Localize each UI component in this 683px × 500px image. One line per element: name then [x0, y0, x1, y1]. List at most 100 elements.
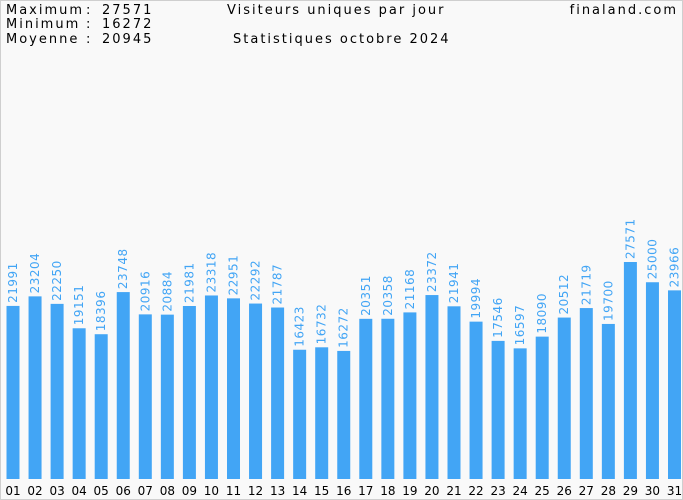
bar-day-10 [204, 295, 218, 479]
bar-value-label: 21168 [403, 269, 417, 310]
stat-separator: : [86, 17, 93, 32]
bar-value-label: 16597 [513, 305, 527, 346]
bar-value-label: 20916 [138, 271, 152, 312]
bar-day-05 [94, 334, 108, 479]
bar-value-label: 23966 [668, 247, 682, 288]
bar-value-label: 21787 [271, 264, 285, 305]
bar-day-30 [645, 282, 659, 479]
x-tick-label: 10 [204, 484, 219, 498]
bar-value-label: 21941 [447, 263, 461, 304]
x-tick-label: 11 [226, 484, 241, 498]
x-tick-label: 12 [248, 484, 263, 498]
bar-value-label: 20512 [557, 274, 571, 315]
x-tick-label: 01 [5, 484, 20, 498]
bar-value-label: 21991 [6, 262, 20, 303]
x-tick-label: 06 [116, 484, 131, 498]
bar-day-11 [227, 298, 240, 479]
x-tick-label: 22 [468, 484, 483, 498]
stat-minimum: Minimum:16272 [6, 17, 153, 32]
stat-maximum: Maximum:27571 [6, 3, 153, 18]
bar-day-23 [491, 340, 505, 479]
bar-day-27 [579, 308, 593, 479]
bar-day-28 [601, 323, 615, 479]
bar-day-03 [50, 303, 64, 479]
site-name: finaland.com [569, 3, 678, 18]
bar-value-label: 16732 [315, 304, 329, 345]
x-tick-label: 02 [27, 484, 42, 498]
bar-value-label: 27571 [623, 218, 637, 259]
bar-value-label: 20358 [381, 275, 395, 316]
bar-value-label: 22250 [50, 260, 64, 301]
x-tick-label: 28 [601, 484, 616, 498]
bar-day-02 [28, 296, 42, 479]
x-tick-label: 17 [358, 484, 373, 498]
stat-minimum-label: Minimum [6, 17, 81, 32]
bar-day-18 [381, 318, 395, 479]
bar-day-29 [623, 262, 637, 479]
stat-maximum-label: Maximum [6, 3, 85, 18]
bar-day-25 [535, 336, 549, 479]
x-tick-label: 26 [557, 484, 572, 498]
x-tick-label: 08 [160, 484, 175, 498]
bar-value-label: 16423 [293, 306, 307, 347]
bar-value-label: 20884 [160, 271, 174, 312]
bar-value-label: 18090 [535, 293, 549, 334]
bar-day-04 [72, 328, 86, 479]
bar-value-label: 19700 [601, 280, 615, 321]
chart-subtitle: Statistiques octobre 2024 [233, 32, 451, 47]
bar-day-31 [668, 290, 681, 479]
x-tick-label: 23 [490, 484, 505, 498]
bar-day-01 [6, 305, 20, 479]
x-tick-label: 04 [72, 484, 87, 498]
bar-day-09 [182, 306, 196, 479]
x-tick-label: 19 [402, 484, 417, 498]
bar-value-label: 23748 [116, 248, 130, 289]
bar-day-08 [160, 314, 174, 479]
bar-day-22 [469, 321, 483, 479]
bar-value-label: 21719 [579, 264, 593, 305]
bar-value-label: 16272 [337, 307, 351, 348]
stat-separator: : [86, 3, 93, 18]
bar-day-17 [359, 318, 373, 479]
bar-value-label: 25000 [645, 239, 659, 280]
x-tick-label: 05 [94, 484, 109, 498]
x-tick-label: 16 [336, 484, 351, 498]
chart-title: Visiteurs uniques par jour [227, 3, 446, 18]
bar-value-label: 19151 [72, 285, 86, 326]
bar-day-20 [425, 295, 439, 479]
bar-value-label: 23204 [28, 253, 42, 294]
bar-day-12 [249, 303, 263, 479]
bar-day-07 [138, 314, 152, 479]
bar-value-label: 20351 [359, 275, 373, 316]
stat-average-value: 20945 [102, 32, 154, 47]
x-tick-label: 27 [579, 484, 594, 498]
bar-day-15 [315, 347, 329, 479]
bar-value-label: 17546 [491, 297, 505, 338]
x-tick-label: 20 [424, 484, 439, 498]
x-tick-label: 03 [49, 484, 64, 498]
bar-value-label: 22292 [249, 260, 263, 301]
x-tick-label: 25 [535, 484, 550, 498]
x-tick-label: 30 [645, 484, 660, 498]
bar-day-19 [403, 312, 417, 479]
bar-value-label: 22951 [227, 255, 241, 296]
bar-value-label: 23372 [425, 251, 439, 292]
stat-average: Moyenne:20945 [6, 32, 153, 47]
stat-separator: : [86, 32, 93, 47]
bar-day-26 [557, 317, 571, 479]
bar-value-label: 19994 [469, 278, 483, 319]
bar-day-06 [116, 292, 130, 479]
bar-value-label: 18396 [94, 291, 108, 332]
stat-average-label: Moyenne [6, 32, 80, 47]
x-tick-label: 14 [292, 484, 307, 498]
bar-value-label: 21981 [182, 262, 196, 303]
x-tick-label: 18 [380, 484, 395, 498]
stat-minimum-value: 16272 [102, 17, 154, 32]
x-tick-label: 31 [667, 484, 682, 498]
x-tick-label: 24 [513, 484, 528, 498]
x-tick-label: 09 [182, 484, 197, 498]
bar-value-label: 23318 [204, 252, 218, 293]
bar-day-13 [271, 307, 285, 479]
